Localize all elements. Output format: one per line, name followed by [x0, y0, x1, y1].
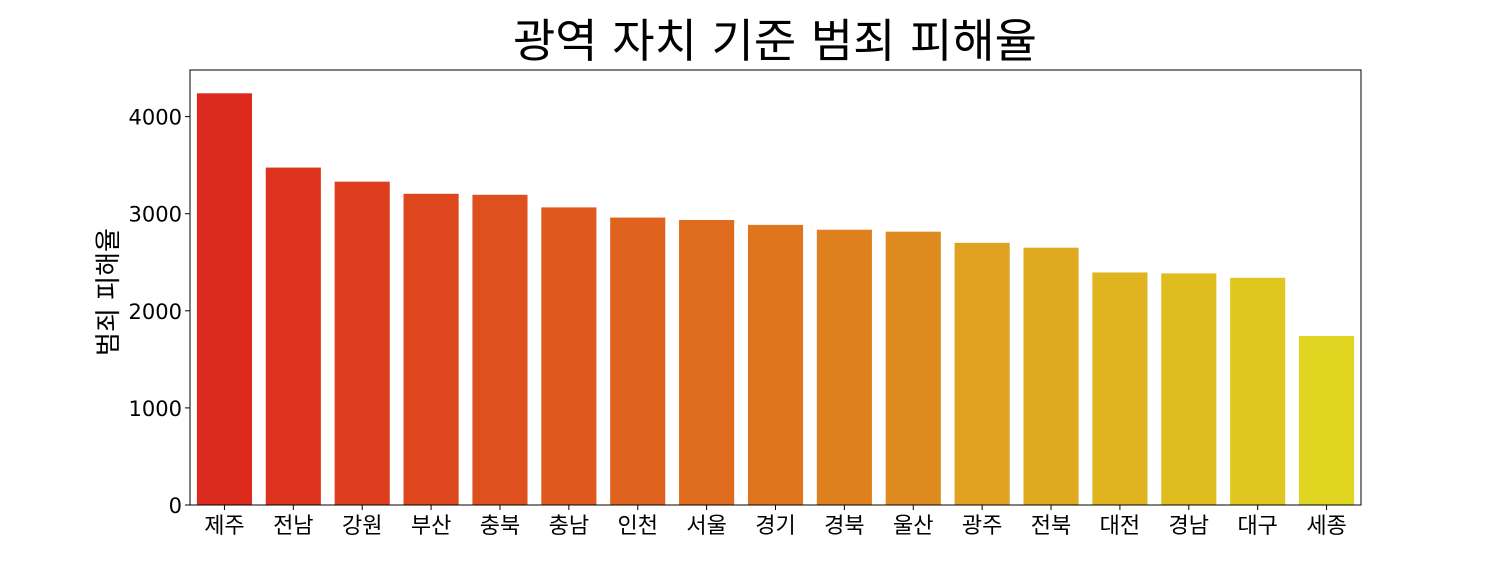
bar-서울 — [679, 220, 735, 505]
bar-경북 — [816, 229, 872, 506]
x-tick-label: 울산 — [893, 514, 933, 539]
x-axis-ticks: 제주 전남 강원 부산 충북 충남 인천 서울 경기 경북 울산 광주 전북 대전 경남 대구 세종 — [204, 505, 1347, 539]
bar-대구 — [1230, 277, 1286, 505]
bar-부산 — [403, 193, 459, 506]
x-tick-label: 전북 — [1031, 514, 1071, 539]
x-tick-label: 서울 — [686, 514, 726, 539]
bar-인천 — [610, 217, 666, 505]
plot-frame — [189, 69, 1362, 506]
bar-경남 — [1161, 273, 1217, 505]
bar-경기 — [747, 224, 804, 505]
bars-group — [196, 93, 1355, 506]
x-tick-label: 부산 — [411, 514, 451, 539]
x-tick-label: 충북 — [480, 514, 520, 539]
y-axis-label: 범죄 피해율 — [94, 228, 124, 356]
x-tick-label: 세종 — [1306, 514, 1346, 539]
x-tick-label: 전남 — [273, 514, 313, 539]
bar-울산 — [885, 231, 941, 506]
bar-대전 — [1092, 272, 1148, 505]
chart-title: 광역 자치 기준 범죄 피해율 — [513, 14, 1037, 68]
y-tick-label: 1000 — [129, 397, 182, 421]
x-tick-label: 인천 — [617, 514, 657, 539]
x-tick-label: 강원 — [342, 514, 382, 539]
x-tick-label: 충남 — [549, 514, 589, 539]
x-tick-label: 경남 — [1169, 514, 1209, 539]
bar-광주 — [954, 242, 1010, 505]
y-tick-label: 3000 — [129, 203, 182, 227]
bar-제주 — [196, 93, 252, 506]
bar-전북 — [1023, 247, 1079, 505]
x-tick-label: 제주 — [204, 514, 244, 539]
bar-충북 — [472, 194, 528, 505]
y-tick-label: 2000 — [129, 300, 182, 324]
x-tick-label: 광주 — [962, 514, 1002, 539]
x-tick-label: 경기 — [755, 514, 795, 539]
y-tick-label: 4000 — [129, 106, 182, 130]
x-tick-label: 경북 — [824, 514, 864, 539]
y-tick-label: 0 — [169, 494, 182, 518]
bar-충남 — [541, 207, 597, 505]
x-tick-label: 대전 — [1100, 514, 1140, 539]
y-axis-ticks: 0 1000 2000 3000 4000 — [129, 106, 190, 518]
bar-전남 — [265, 167, 321, 505]
bar-강원 — [334, 181, 390, 505]
bar-세종 — [1299, 336, 1355, 505]
x-tick-label: 대구 — [1237, 514, 1277, 539]
